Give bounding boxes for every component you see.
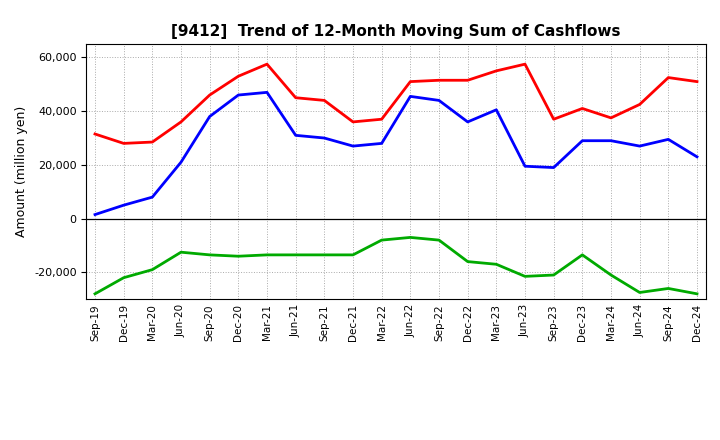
Free Cashflow (693, 154, 701, 159)
Free Cashflow (320, 136, 328, 141)
Free Cashflow (435, 98, 444, 103)
Free Cashflow (464, 119, 472, 125)
Operating Cashflow (292, 95, 300, 100)
Free Cashflow (120, 202, 128, 208)
Operating Cashflow (263, 62, 271, 67)
Operating Cashflow (406, 79, 415, 84)
Free Cashflow (492, 107, 500, 113)
Investing Cashflow (234, 253, 243, 259)
Free Cashflow (406, 94, 415, 99)
Operating Cashflow (521, 62, 529, 67)
Operating Cashflow (205, 92, 214, 98)
Operating Cashflow (607, 115, 616, 121)
Free Cashflow (148, 194, 157, 200)
Investing Cashflow (435, 238, 444, 243)
Free Cashflow (578, 138, 587, 143)
Operating Cashflow (578, 106, 587, 111)
Free Cashflow (664, 137, 672, 142)
Investing Cashflow (263, 252, 271, 257)
Operating Cashflow (635, 102, 644, 107)
Operating Cashflow (91, 132, 99, 137)
Free Cashflow (263, 90, 271, 95)
Operating Cashflow (549, 117, 558, 122)
Investing Cashflow (406, 235, 415, 240)
Investing Cashflow (693, 291, 701, 297)
Investing Cashflow (205, 252, 214, 257)
Free Cashflow (292, 133, 300, 138)
Free Cashflow (607, 138, 616, 143)
Operating Cashflow (693, 79, 701, 84)
Investing Cashflow (607, 272, 616, 278)
Operating Cashflow (664, 75, 672, 80)
Title: [9412]  Trend of 12-Month Moving Sum of Cashflows: [9412] Trend of 12-Month Moving Sum of C… (171, 24, 621, 39)
Investing Cashflow (148, 267, 157, 272)
Operating Cashflow (148, 139, 157, 145)
Operating Cashflow (320, 98, 328, 103)
Investing Cashflow (320, 252, 328, 257)
Free Cashflow (205, 114, 214, 119)
Investing Cashflow (635, 290, 644, 295)
Investing Cashflow (120, 275, 128, 280)
Investing Cashflow (377, 238, 386, 243)
Free Cashflow (377, 141, 386, 146)
Operating Cashflow (120, 141, 128, 146)
Investing Cashflow (176, 249, 185, 255)
Operating Cashflow (377, 117, 386, 122)
Line: Investing Cashflow: Investing Cashflow (95, 238, 697, 294)
Free Cashflow (176, 160, 185, 165)
Legend: Operating Cashflow, Investing Cashflow, Free Cashflow: Operating Cashflow, Investing Cashflow, … (146, 438, 646, 440)
Investing Cashflow (549, 272, 558, 278)
Operating Cashflow (348, 119, 357, 125)
Operating Cashflow (464, 77, 472, 83)
Free Cashflow (348, 143, 357, 149)
Free Cashflow (549, 165, 558, 170)
Investing Cashflow (664, 286, 672, 291)
Investing Cashflow (578, 252, 587, 257)
Investing Cashflow (492, 262, 500, 267)
Operating Cashflow (492, 68, 500, 73)
Operating Cashflow (435, 77, 444, 83)
Investing Cashflow (464, 259, 472, 264)
Operating Cashflow (176, 119, 185, 125)
Investing Cashflow (91, 291, 99, 297)
Y-axis label: Amount (million yen): Amount (million yen) (16, 106, 29, 237)
Free Cashflow (635, 143, 644, 149)
Investing Cashflow (348, 252, 357, 257)
Investing Cashflow (292, 252, 300, 257)
Operating Cashflow (234, 73, 243, 79)
Free Cashflow (521, 164, 529, 169)
Line: Free Cashflow: Free Cashflow (95, 92, 697, 215)
Free Cashflow (234, 92, 243, 98)
Free Cashflow (91, 212, 99, 217)
Investing Cashflow (521, 274, 529, 279)
Line: Operating Cashflow: Operating Cashflow (95, 64, 697, 143)
